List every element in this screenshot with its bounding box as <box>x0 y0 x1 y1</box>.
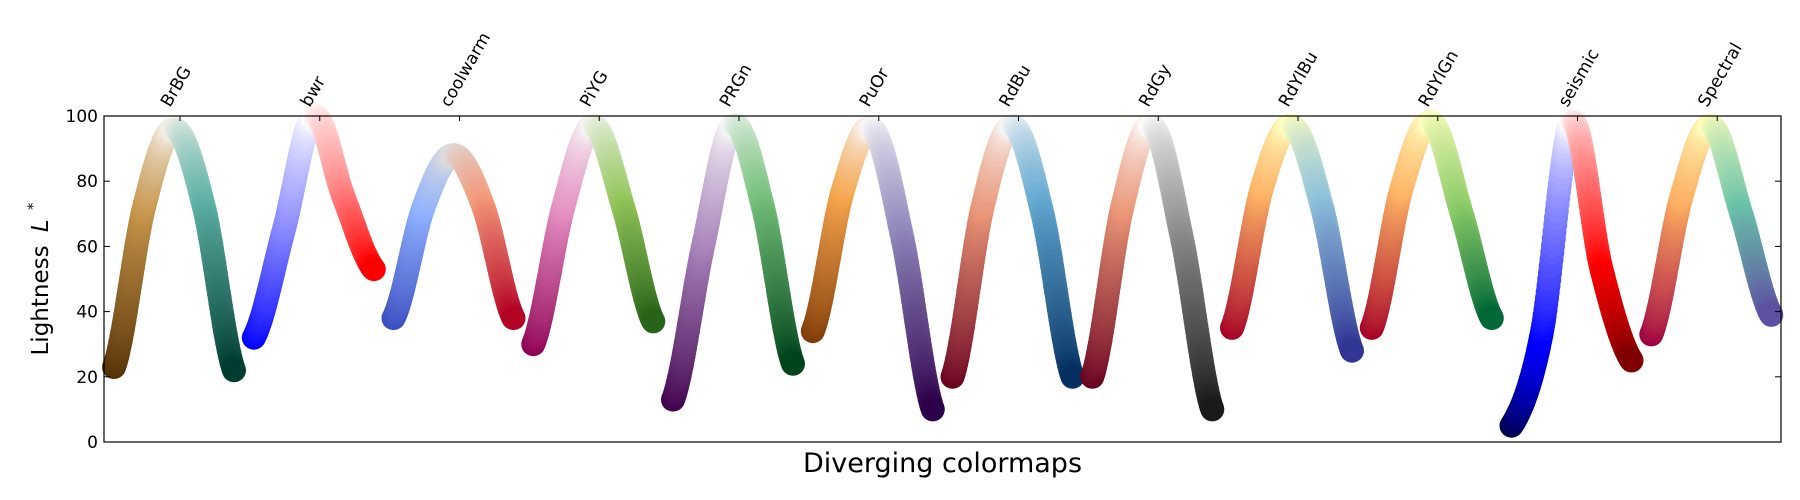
colormap-label-RdYlBu: RdYlBu <box>1275 48 1322 110</box>
curve-point <box>1759 302 1784 327</box>
plot-frame <box>103 115 1782 443</box>
x-axis-title: Diverging colormaps <box>803 448 1082 479</box>
colormap-label-BrBG: BrBG <box>157 63 196 110</box>
colormap-label-RdBu: RdBu <box>996 61 1036 110</box>
colormap-curve-seismic <box>1499 109 1644 438</box>
curve-point <box>920 397 945 422</box>
y-axis-title-superscript: * <box>24 202 42 210</box>
colormap-label-PuOr: PuOr <box>856 65 894 111</box>
colormap-curve-Spectral <box>1639 113 1784 347</box>
colormap-label-seismic: seismic <box>1555 45 1604 110</box>
colormap-curve-RdYlGn <box>1359 110 1504 340</box>
colormap-curve-PRGn <box>661 113 805 412</box>
curve-point <box>1479 306 1504 331</box>
curve-point <box>1340 338 1364 363</box>
colormap-label-coolwarm: coolwarm <box>437 29 496 110</box>
y-tick-label: 0 <box>87 433 98 453</box>
curve-point <box>641 309 666 334</box>
curve-point <box>1060 364 1085 389</box>
y-tick-label: 80 <box>76 172 98 192</box>
colormap-curve-PiYG <box>521 113 666 357</box>
y-axis-title-symbol: L <box>28 219 54 232</box>
colormap-label-PiYG: PiYG <box>576 67 612 110</box>
curve-point <box>361 257 386 282</box>
curve-point <box>1200 397 1225 422</box>
colormap-curve-bwr <box>241 103 386 350</box>
y-tick-label: 20 <box>76 368 98 388</box>
colormap-curve-PuOr <box>800 115 945 422</box>
curve-point <box>781 351 805 376</box>
colormap-curve-RdYlBu <box>1220 113 1364 363</box>
curve-point <box>222 358 246 383</box>
colormap-curve-RdBu <box>940 113 1085 389</box>
colormap-curve-RdGy <box>1080 113 1225 422</box>
y-tick-label: 40 <box>76 303 98 323</box>
curve-point <box>1619 348 1644 373</box>
curve-point <box>501 306 526 331</box>
y-axis-title-word: Lightness <box>28 245 54 355</box>
colormap-label-RdGy: RdGy <box>1135 61 1175 111</box>
colormap-curve-BrBG <box>102 117 246 383</box>
y-tick-label: 100 <box>66 107 98 127</box>
colormap-label-RdYlGn: RdYlGn <box>1415 47 1463 110</box>
colormap-label-PRGn: PRGn <box>716 61 756 111</box>
y-axis-title: Lightness L * <box>24 202 54 356</box>
colormap-label-bwr: bwr <box>297 73 330 110</box>
plot-area <box>102 103 1784 438</box>
colormap-label-Spectral: Spectral <box>1694 40 1746 111</box>
colormap-curve-coolwarm <box>381 143 526 331</box>
y-tick-label: 60 <box>76 237 98 257</box>
